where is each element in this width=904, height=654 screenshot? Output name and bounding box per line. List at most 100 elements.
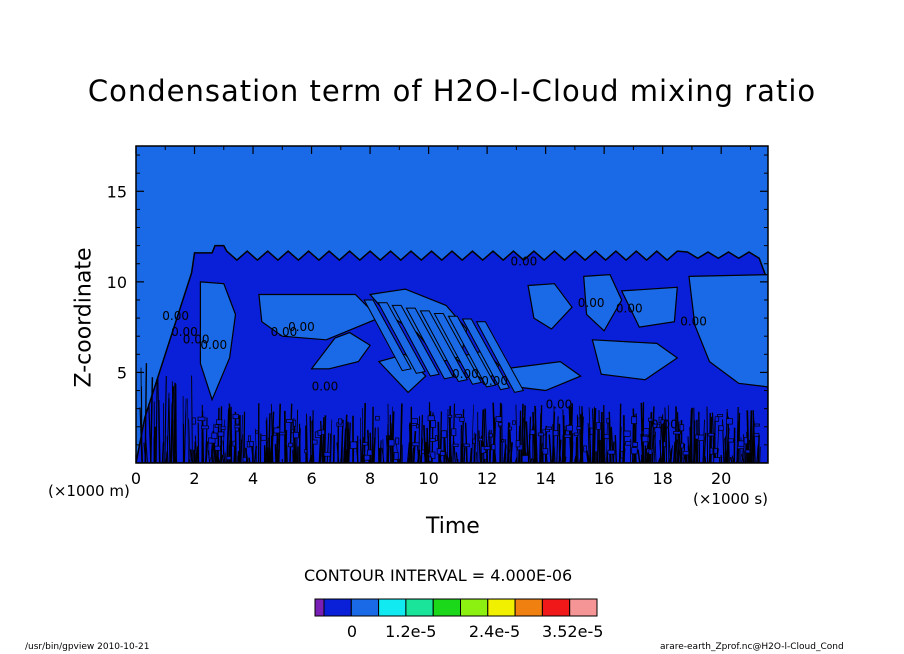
- cloud-cell: [286, 419, 294, 423]
- cloud-cell: [279, 431, 286, 436]
- cloud-cell: [623, 430, 631, 437]
- contour-label: 0.00: [312, 380, 339, 394]
- contour-line: [738, 412, 741, 463]
- contour-line: [553, 446, 556, 463]
- contour-line: [550, 453, 553, 463]
- colorbar-swatch: [541, 598, 571, 617]
- field-streak: [405, 307, 454, 380]
- cloud-cell: [648, 417, 653, 422]
- cloud-cell: [429, 438, 436, 442]
- contour-line: [593, 408, 597, 463]
- contour-line: [143, 442, 147, 463]
- cloud-cell: [495, 416, 503, 422]
- contour-line: [657, 457, 661, 463]
- contour-line: [478, 430, 482, 463]
- contour-line: [411, 447, 414, 463]
- contour-line: [674, 439, 678, 463]
- contour-line: [173, 420, 178, 463]
- contour-line: [139, 407, 143, 463]
- contour-line: [757, 447, 760, 463]
- contour-line: [234, 411, 237, 463]
- contour-line: [552, 424, 555, 463]
- cloud-cell: [304, 449, 308, 454]
- cloud-cell: [508, 426, 513, 431]
- contour-line: [570, 433, 574, 463]
- cloud-cell: [293, 419, 297, 427]
- x-tick-label: 8: [365, 469, 375, 488]
- cloud-cell: [288, 442, 293, 448]
- contour-line: [603, 417, 606, 463]
- contour-line: [637, 449, 641, 463]
- contour-line: [228, 444, 230, 463]
- cloud-cell: [743, 437, 748, 445]
- contour-line: [507, 422, 510, 463]
- contour-line: [207, 450, 210, 463]
- contour-line: [736, 406, 739, 463]
- contour-line: [399, 403, 403, 463]
- contour-line: [463, 447, 466, 463]
- cloud-cell: [447, 414, 453, 419]
- field-streak: [363, 299, 412, 372]
- cloud-cell: [249, 441, 254, 447]
- cloud-cell: [393, 452, 399, 460]
- cloud-cell: [707, 433, 715, 437]
- contour-line: [309, 416, 312, 463]
- colorbar-swatch: [405, 598, 434, 617]
- contour-line: [455, 452, 459, 463]
- cloud-cell: [498, 422, 503, 427]
- contour-line: [336, 442, 340, 463]
- plot-area: 0.000.000.000.000.000.000.000.000.000.00…: [136, 146, 768, 463]
- contour-line: [670, 445, 673, 463]
- cloud-cell: [563, 434, 572, 438]
- field-streak: [419, 310, 468, 383]
- contour-line: [371, 406, 374, 463]
- x-tick-label: 10: [418, 469, 438, 488]
- colorbar-swatch: [350, 598, 380, 617]
- contour-line: [600, 456, 604, 463]
- cloud-cell: [631, 416, 638, 424]
- contour-line: [343, 428, 347, 463]
- contour-line: [640, 454, 643, 463]
- contour-line: [522, 405, 526, 463]
- contour-line: [293, 420, 297, 463]
- contour-line: [144, 363, 148, 463]
- field-streak: [391, 304, 440, 377]
- x-tick-label: 12: [477, 469, 497, 488]
- contour-line: [449, 418, 452, 463]
- contour-label: 0.00: [452, 367, 479, 381]
- contour-line: [606, 451, 609, 463]
- cloud-cell: [375, 415, 380, 421]
- cloud-cell: [323, 451, 331, 457]
- cloud-cell: [673, 431, 681, 435]
- contour-line: [253, 445, 258, 463]
- cloud-cell: [643, 428, 650, 436]
- cloud-cell: [620, 451, 624, 459]
- contour-line: [444, 436, 447, 463]
- cloud-cell: [214, 445, 221, 451]
- contour-line: [539, 413, 542, 463]
- cloud-cell: [463, 443, 470, 448]
- cloud-cell: [452, 443, 459, 447]
- contour-line: [509, 442, 513, 463]
- cloud-cell: [753, 432, 760, 437]
- cloud-cell: [478, 437, 483, 442]
- contour-line: [473, 433, 477, 463]
- cloud-cell: [483, 446, 491, 450]
- contour-line: [741, 454, 745, 463]
- x-tick-label: 4: [248, 469, 258, 488]
- cloud-cell: [441, 430, 448, 438]
- contour-label: 0.00: [162, 309, 189, 323]
- contour-line: [614, 435, 617, 463]
- cloud-cell: [455, 414, 462, 418]
- contour-line: [528, 434, 531, 463]
- contour-label: 0.00: [616, 302, 643, 316]
- contour-line: [220, 454, 224, 463]
- contour-line: [746, 410, 750, 463]
- contour-line: [419, 455, 422, 463]
- contour-line: [222, 440, 226, 463]
- cloud-cell: [427, 456, 432, 462]
- footer-source: arare-earth_Zprof.nc@H2O-l-Cloud_Cond: [660, 642, 844, 652]
- cloud-cell: [512, 420, 516, 425]
